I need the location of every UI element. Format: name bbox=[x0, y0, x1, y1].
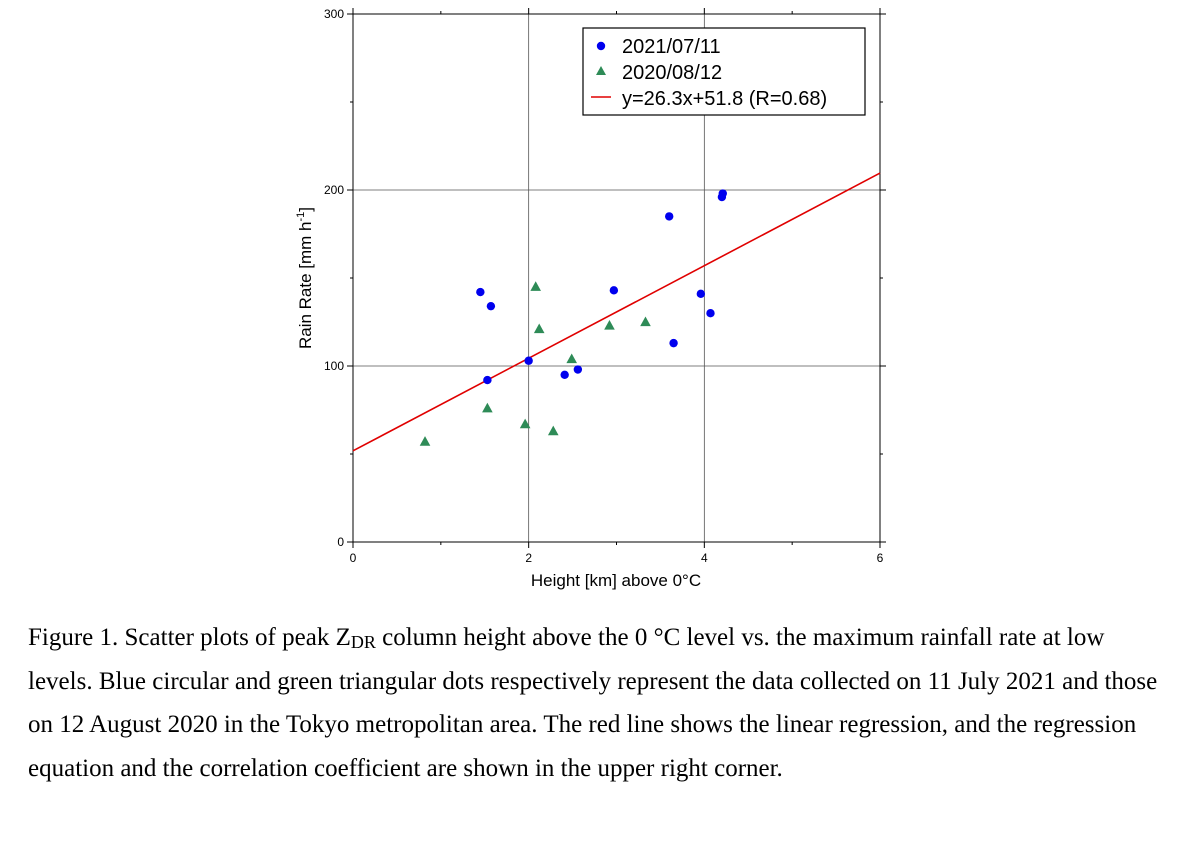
data-point-s1-2 bbox=[486, 301, 496, 311]
plot-frame bbox=[347, 8, 886, 548]
points-layer bbox=[419, 189, 727, 446]
data-point-s1-1 bbox=[476, 287, 485, 297]
data-point-s1-6 bbox=[573, 365, 583, 374]
tick-labels: 0 2 4 6 0 100 200 300 bbox=[324, 7, 884, 565]
data-point-s2-3 bbox=[519, 418, 531, 429]
data-point-s1-4 bbox=[524, 356, 533, 365]
legend-label-series-1: 2021/07/11 bbox=[622, 36, 721, 58]
data-point-s2-7 bbox=[566, 353, 578, 364]
data-point-s2-4 bbox=[530, 281, 541, 291]
data-point-s1-10 bbox=[696, 289, 706, 299]
data-point-s1-5 bbox=[560, 370, 569, 379]
y-tick-label-200: 200 bbox=[324, 183, 344, 197]
x-tick-label-4: 4 bbox=[701, 551, 708, 565]
x-axis-title: Height [km] above 0°C bbox=[531, 571, 701, 590]
legend-circle-icon bbox=[596, 41, 606, 51]
caption-text-rest: column height above the 0 °C level vs. t… bbox=[28, 624, 1158, 782]
figure-caption: Figure 1. Scatter plots of peak ZDR colu… bbox=[28, 616, 1168, 790]
data-point-s2-1 bbox=[419, 436, 431, 446]
legend-box bbox=[582, 27, 866, 116]
data-point-s1-8 bbox=[665, 212, 674, 221]
legend-label-regression: y=26.3x+51.8 (R=0.68) bbox=[622, 88, 827, 110]
legend: 2021/07/11 2020/08/12 y=26.3x+51.8 (R=0.… bbox=[582, 27, 866, 116]
x-tick-label-2: 2 bbox=[525, 551, 532, 565]
scatter-chart: 0 2 4 6 0 100 200 300 Height [km] above 0°C Rai… bbox=[295, 7, 886, 590]
y-axis-title-main: Rain Rate [mm h bbox=[296, 221, 315, 349]
y-tick-label-100: 100 bbox=[324, 359, 344, 373]
y-axis-title: Rain Rate [mm h-1] bbox=[295, 207, 315, 349]
legend-label-series-2: 2020/08/12 bbox=[622, 62, 722, 84]
data-point-s2-6 bbox=[547, 425, 559, 436]
y-axis-title-sup: -1 bbox=[295, 212, 307, 222]
caption-text-start: Figure 1. Scatter plots of peak Z bbox=[28, 624, 351, 651]
data-point-s1-7 bbox=[609, 286, 619, 295]
x-tick-label-6: 6 bbox=[877, 551, 884, 565]
data-point-s1-11 bbox=[706, 309, 715, 318]
caption-subscript: DR bbox=[350, 632, 376, 652]
y-tick-label-300: 300 bbox=[324, 7, 344, 21]
data-point-s1-13 bbox=[718, 189, 727, 198]
data-point-s1-3 bbox=[483, 375, 492, 385]
data-point-s2-9 bbox=[640, 316, 651, 327]
x-tick-label-0: 0 bbox=[350, 551, 357, 565]
data-point-s2-8 bbox=[604, 320, 615, 330]
y-axis-title-end: ] bbox=[296, 207, 315, 212]
regression-line bbox=[352, 172, 881, 452]
data-point-s1-9 bbox=[669, 338, 678, 348]
data-point-s2-5 bbox=[533, 323, 545, 334]
regression-layer bbox=[352, 172, 881, 452]
y-tick-label-0: 0 bbox=[337, 535, 344, 549]
data-point-s2-2 bbox=[482, 402, 493, 413]
legend-triangle-icon bbox=[596, 66, 606, 75]
